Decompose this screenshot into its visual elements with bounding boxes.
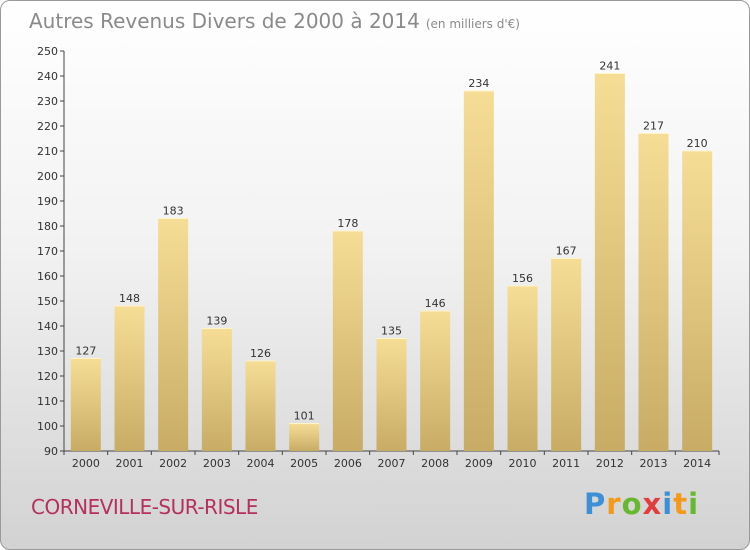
logo-letter: x	[642, 487, 663, 521]
x-tick-label: 2010	[509, 457, 537, 470]
bar	[594, 73, 625, 451]
y-tick-label: 150	[37, 295, 58, 308]
y-tick-label: 130	[37, 345, 58, 358]
x-tick-label: 2014	[683, 457, 711, 470]
y-tick-label: 240	[37, 70, 58, 83]
data-label: 126	[250, 347, 271, 360]
y-tick-label: 120	[37, 370, 58, 383]
data-label: 217	[643, 120, 664, 133]
data-label: 156	[512, 272, 533, 285]
proxiti-logo: Proxiti	[584, 487, 699, 521]
x-tick-label: 2013	[640, 457, 668, 470]
y-tick-label: 100	[37, 420, 58, 433]
logo-letter: t	[673, 487, 689, 521]
x-tick-label: 2004	[247, 457, 275, 470]
bar	[638, 133, 669, 451]
bar	[289, 423, 320, 451]
y-tick-label: 110	[37, 395, 58, 408]
y-tick-label: 140	[37, 320, 58, 333]
logo-letter: o	[621, 487, 643, 521]
commune-name: CORNEVILLE-SUR-RISLE	[31, 495, 258, 519]
logo-letter: r	[606, 487, 622, 521]
bar	[463, 91, 494, 451]
data-label: 146	[425, 297, 446, 310]
y-tick-label: 200	[37, 170, 58, 183]
x-tick-label: 2002	[159, 457, 187, 470]
x-tick-label: 2005	[290, 457, 318, 470]
data-label: 167	[556, 245, 577, 258]
data-label: 139	[206, 315, 227, 328]
data-label: 234	[468, 77, 489, 90]
x-tick-label: 2003	[203, 457, 231, 470]
bar	[420, 311, 451, 451]
data-label: 101	[294, 410, 315, 423]
logo-letter: P	[584, 487, 607, 521]
y-tick-label: 180	[37, 220, 58, 233]
logo-letter: i	[688, 487, 700, 521]
x-tick-label: 2000	[72, 457, 100, 470]
chart-bars	[70, 73, 713, 451]
bar	[551, 258, 582, 451]
y-tick-label: 90	[44, 445, 58, 458]
data-label: 241	[599, 60, 620, 73]
bar	[70, 358, 101, 451]
data-label: 135	[381, 325, 402, 338]
x-tick-label: 2007	[378, 457, 406, 470]
data-label: 148	[119, 292, 140, 305]
bar	[682, 151, 713, 451]
y-tick-label: 250	[37, 45, 58, 58]
bar	[114, 306, 145, 451]
bar	[201, 328, 232, 451]
x-tick-label: 2008	[421, 457, 449, 470]
y-tick-label: 170	[37, 245, 58, 258]
bar	[332, 231, 363, 451]
bar	[245, 361, 276, 451]
chart-axes: 90 100 110 120 130 140 150 160 170 180 190 200 210 22…	[37, 45, 720, 470]
data-label: 178	[337, 217, 358, 230]
logo-letter: i	[662, 487, 674, 521]
data-label: 127	[75, 345, 96, 358]
y-tick-label: 210	[37, 145, 58, 158]
x-tick-label: 2009	[465, 457, 493, 470]
y-tick-label: 190	[37, 195, 58, 208]
chart-title: Autres Revenus Divers de 2000 à 2014 (en …	[29, 9, 520, 33]
chart-data-labels: 127 148 183 139 126 101 178 135 146 234 156 167 241 2…	[75, 60, 707, 423]
x-tick-label: 2006	[334, 457, 362, 470]
y-tick-label: 230	[37, 95, 58, 108]
y-tick-label: 220	[37, 120, 58, 133]
x-tick-label: 2011	[552, 457, 580, 470]
chart-title-text: Autres Revenus Divers de 2000 à 2014	[29, 9, 420, 33]
x-tick-label: 2012	[596, 457, 624, 470]
x-tick-label: 2001	[116, 457, 144, 470]
bar	[507, 286, 538, 451]
data-label: 210	[687, 137, 708, 150]
y-tick-label: 160	[37, 270, 58, 283]
chart-subtitle: (en milliers d'€)	[425, 17, 520, 31]
bar	[158, 218, 189, 451]
bar	[376, 338, 407, 451]
data-label: 183	[163, 205, 184, 218]
